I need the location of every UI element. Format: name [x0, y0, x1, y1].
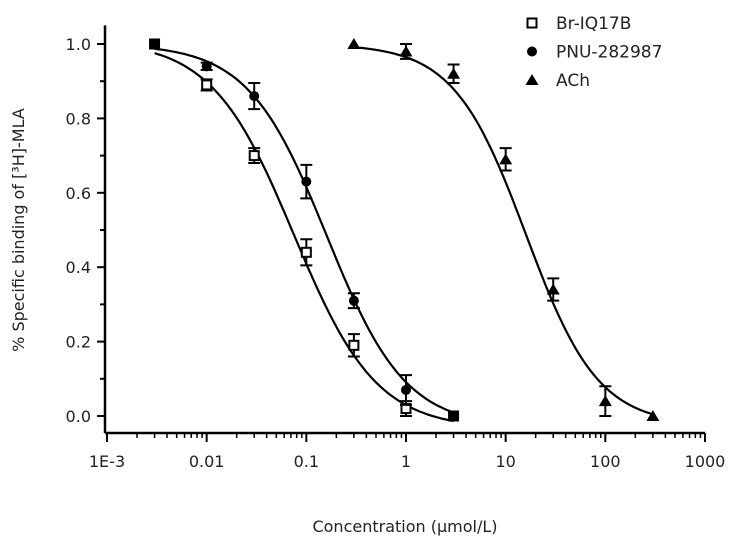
x-tick-label: 1E-3: [89, 452, 125, 471]
data-point: [149, 39, 160, 49]
y-axis-label: % Specific binding of [³H]-MLA: [9, 108, 28, 352]
data-point: [249, 91, 260, 102]
data-point: [300, 246, 312, 258]
y-tick-label: 0.4: [66, 258, 91, 277]
fit-curve-pnu-282987: [154, 47, 454, 414]
x-axis-label: Concentration (μmol/L): [312, 517, 497, 536]
series-pnu-282987: [149, 39, 459, 421]
data-point: [248, 150, 260, 162]
x-tick-label: 0.01: [189, 452, 225, 471]
data-point: [448, 411, 459, 421]
series-ach: [347, 38, 660, 421]
legend-marker-ach: [525, 74, 539, 85]
legend: Br-IQ17B PNU-282987 ACh: [525, 14, 662, 91]
series-br-iq17b: [149, 38, 460, 422]
x-tick-label: 1000: [685, 452, 726, 471]
data-point: [201, 61, 212, 72]
data-points: [149, 38, 660, 422]
axes: 0.0 0.2 0.4 0.6 0.8 1.0 1E-3 0.01 0.1 1 10 100 1000: [66, 25, 726, 471]
data-point: [499, 153, 513, 165]
y-tick-label: 0.2: [66, 333, 91, 352]
data-point: [598, 395, 612, 407]
legend-marker-br-iq17b: [526, 17, 538, 29]
x-tick-label: 0.1: [294, 452, 319, 471]
data-point: [301, 176, 312, 187]
fit-curve-br-iq17b: [154, 52, 454, 423]
y-tick-label: 0.6: [66, 184, 91, 203]
y-tick-label: 0.8: [66, 109, 91, 128]
fit-curve-ach: [353, 46, 654, 416]
data-point: [201, 79, 213, 91]
legend-label: Br-IQ17B: [556, 14, 631, 34]
data-point: [348, 295, 359, 306]
x-tick-label: 1: [401, 452, 411, 471]
data-point: [546, 283, 560, 295]
data-point: [399, 45, 413, 57]
data-point: [447, 67, 461, 79]
y-tick-label: 1.0: [66, 35, 91, 54]
x-tick-label: 100: [590, 452, 621, 471]
legend-label: ACh: [556, 71, 590, 91]
data-point: [348, 339, 360, 351]
legend-label: PNU-282987: [556, 43, 662, 63]
data-point: [347, 38, 361, 49]
data-point: [401, 384, 411, 395]
data-point: [646, 410, 660, 421]
y-tick-label: 0.0: [66, 407, 91, 426]
legend-marker-pnu-282987: [527, 46, 537, 57]
fit-curves: [154, 46, 654, 423]
x-tick-label: 10: [495, 452, 515, 471]
